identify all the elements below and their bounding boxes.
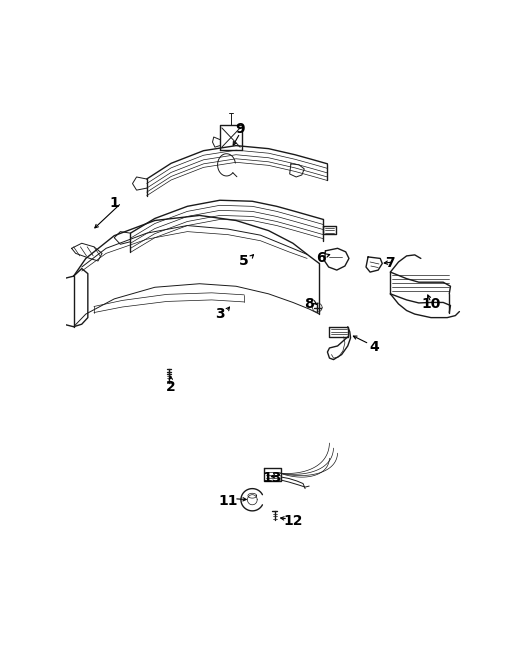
Text: 8: 8 — [304, 297, 314, 311]
Text: 12: 12 — [283, 514, 303, 528]
Text: 10: 10 — [421, 297, 441, 311]
Text: 9: 9 — [235, 122, 245, 137]
Text: 7: 7 — [386, 256, 395, 271]
Text: 1: 1 — [110, 196, 119, 210]
Text: 2: 2 — [166, 380, 176, 394]
Text: 3: 3 — [215, 307, 225, 321]
Text: 4: 4 — [369, 340, 379, 354]
Text: 6: 6 — [316, 252, 326, 265]
Text: 5: 5 — [239, 254, 249, 268]
Text: 11: 11 — [218, 494, 238, 509]
Text: 13: 13 — [263, 472, 282, 486]
